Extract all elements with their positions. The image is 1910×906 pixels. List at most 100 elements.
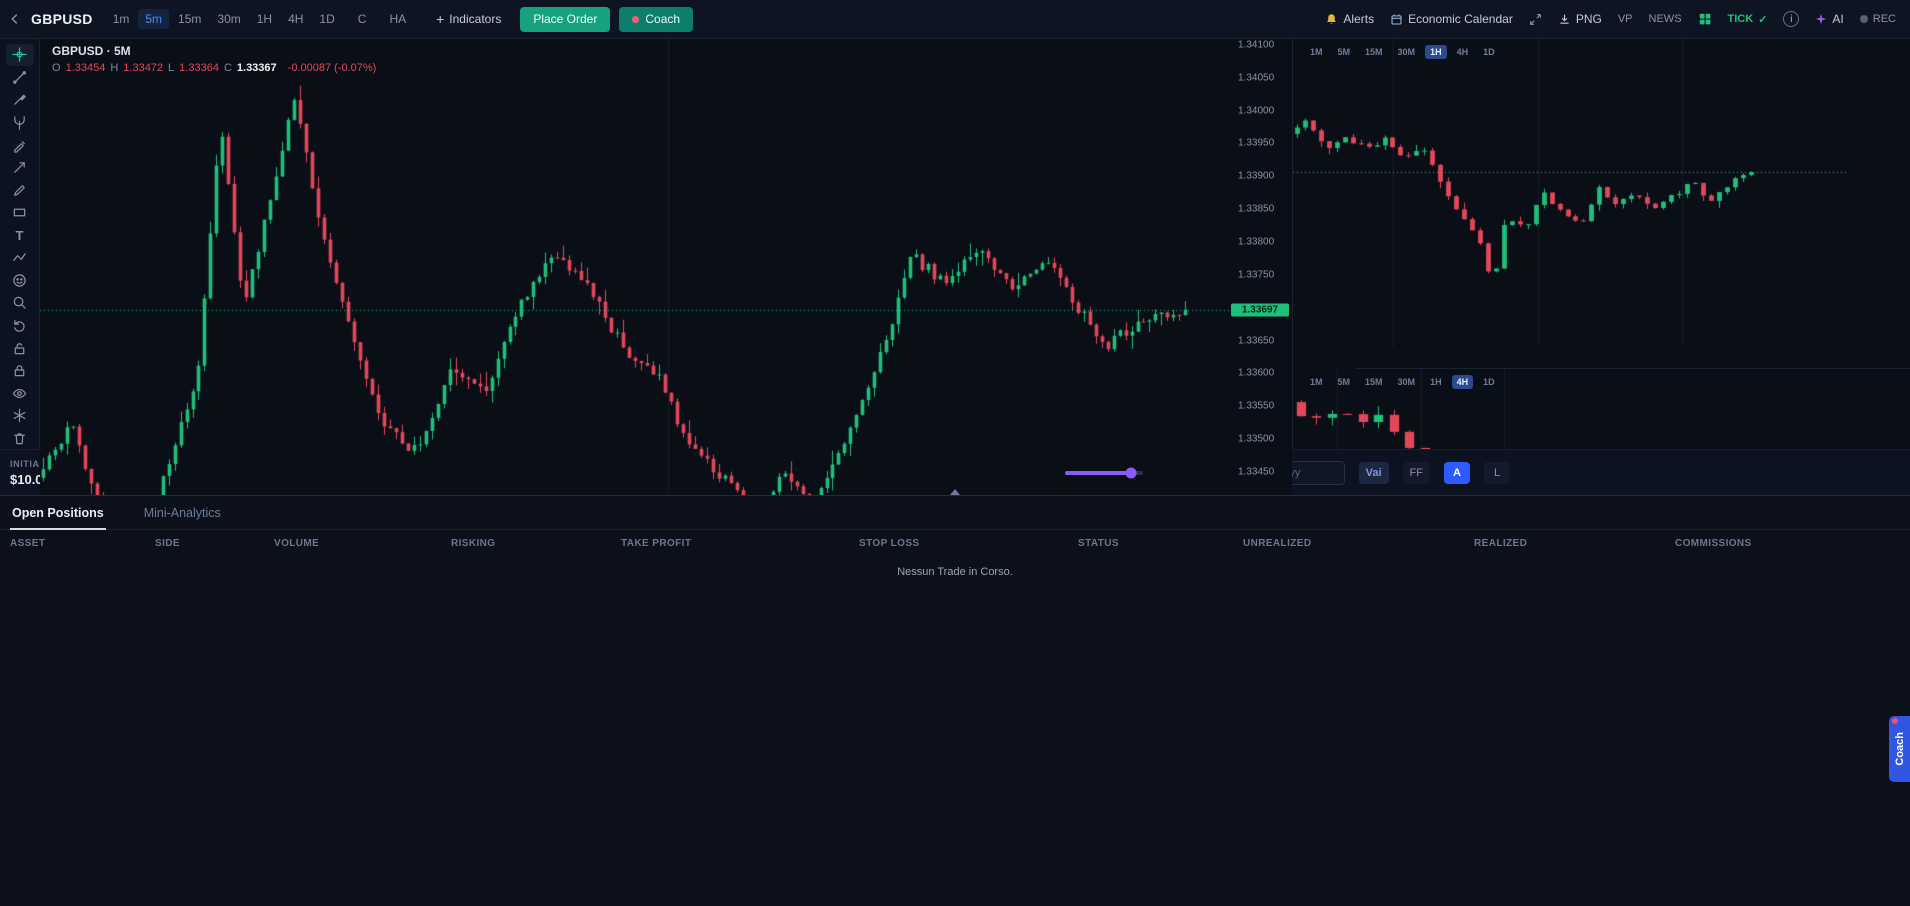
place-order-button[interactable]: Place Order	[520, 6, 611, 32]
timeframe-30m[interactable]: 30m	[210, 9, 247, 29]
emoji-icon[interactable]	[6, 270, 34, 292]
economic-calendar-button[interactable]: Economic Calendar	[1390, 12, 1513, 26]
trash-icon[interactable]	[6, 428, 34, 450]
lock-icon[interactable]	[6, 360, 34, 382]
ohlc-readout: O 1.33454 H 1.33472 L 1.33364 C 1.33367 …	[52, 62, 376, 74]
snowflake-icon[interactable]	[6, 405, 34, 427]
manual-mode-button[interactable]: L	[1484, 461, 1510, 484]
pencil-icon[interactable]	[6, 179, 34, 201]
news-button[interactable]: NEWS	[1648, 13, 1682, 25]
mini-chart-1h[interactable]	[1293, 39, 1849, 347]
back-button[interactable]	[8, 12, 22, 26]
pitchfork-icon[interactable]	[6, 112, 34, 134]
mini1-timeframe-5m[interactable]: 5M	[1333, 45, 1356, 59]
price-tick: 1.33600	[1238, 367, 1275, 379]
positions-tabs: Open Positions Mini-Analytics	[0, 496, 1910, 530]
price-tick: 1.33900	[1238, 170, 1275, 182]
alerts-label: Alerts	[1343, 12, 1375, 26]
timeframe-1D[interactable]: 1D	[312, 9, 341, 29]
mini2-timeframe-1m[interactable]: 1M	[1305, 375, 1328, 389]
mini2-timeframe-5m[interactable]: 5M	[1333, 375, 1356, 389]
coach-button[interactable]: Coach	[619, 6, 694, 32]
price-tick: 1.33750	[1238, 269, 1275, 281]
go-button[interactable]: Vai	[1358, 461, 1389, 484]
open-key: O	[52, 62, 61, 74]
drawing-toolbar: T	[0, 39, 40, 449]
mini1-timeframe-4h[interactable]: 4H	[1452, 45, 1474, 59]
empty-state-message: Nessun Trade in Corso.	[897, 566, 1013, 578]
tick-toggle-button[interactable]: TICK ✓	[1728, 13, 1768, 26]
chart-type-candles[interactable]: C	[351, 9, 374, 29]
mini2-timeframe-4h[interactable]: 4H	[1451, 375, 1474, 389]
tab-mini-analytics[interactable]: Mini-Analytics	[142, 496, 223, 529]
price-tick: 1.34000	[1238, 105, 1275, 117]
mini2-timeframe-1d[interactable]: 1D	[1478, 375, 1500, 389]
grid-icon	[1699, 13, 1710, 25]
plus-icon: +	[436, 11, 445, 27]
timeframe-1H[interactable]: 1H	[250, 9, 279, 29]
timeframe-1m[interactable]: 1m	[106, 9, 137, 29]
column-header: STATUS	[1078, 537, 1119, 549]
mini1-timeframe-1d[interactable]: 1D	[1478, 45, 1500, 59]
chart-type-heikin-ashi[interactable]: HA	[382, 9, 413, 29]
indicators-label: Indicators	[449, 12, 502, 26]
layout-grid-button[interactable]	[1698, 12, 1712, 26]
unlock-icon[interactable]	[6, 337, 34, 359]
low-value: 1.33364	[179, 62, 219, 74]
ai-label: AI	[1832, 12, 1844, 26]
mini1-timeframe-15m[interactable]: 15M	[1360, 45, 1388, 59]
fullscreen-button[interactable]	[1529, 13, 1542, 26]
crosshair-icon[interactable]	[5, 44, 34, 66]
pattern-icon[interactable]	[6, 247, 34, 269]
tab-open-positions[interactable]: Open Positions	[10, 496, 106, 530]
png-export-button[interactable]: PNG	[1558, 12, 1602, 26]
arrow-icon[interactable]	[6, 157, 34, 179]
alerts-button[interactable]: Alerts	[1325, 12, 1374, 26]
mini1-timeframe-30m[interactable]: 30M	[1393, 45, 1421, 59]
brush-icon[interactable]	[6, 89, 34, 111]
vp-button[interactable]: VP	[1617, 13, 1633, 25]
mini1-timeframe-1h[interactable]: 1H	[1425, 45, 1447, 59]
mini2-timeframe-1h[interactable]: 1H	[1425, 375, 1447, 389]
mini2-timeframe-30m[interactable]: 30M	[1393, 375, 1421, 389]
marker-icon[interactable]	[6, 134, 34, 156]
mini-chart-4h[interactable]	[1293, 369, 1849, 449]
rec-button[interactable]: REC	[1859, 13, 1896, 25]
trend-line-icon[interactable]	[6, 67, 34, 89]
timeframe-5m[interactable]: 5m	[138, 9, 170, 29]
economic-calendar-label: Economic Calendar	[1408, 12, 1513, 26]
auto-mode-button[interactable]: A	[1444, 461, 1470, 484]
positions-panel: Open Positions Mini-Analytics ASSET SIDE VO…	[0, 489, 1910, 906]
download-icon	[1560, 14, 1569, 24]
coach-dot-icon	[632, 15, 640, 23]
coach-label: Coach	[645, 12, 681, 26]
rec-label: REC	[1872, 13, 1896, 25]
column-header: TAKE PROFIT	[621, 537, 692, 549]
ai-button[interactable]: AI	[1815, 12, 1844, 26]
change-value: -0.00087 (-0.07%)	[287, 62, 377, 74]
mini2-timeframe-15m[interactable]: 15M	[1360, 375, 1388, 389]
check-icon: ✓	[1758, 13, 1768, 26]
bell-icon	[1327, 13, 1337, 24]
timeframe-4H[interactable]: 4H	[281, 9, 310, 29]
rectangle-icon[interactable]	[6, 202, 34, 224]
speed-slider[interactable]	[1064, 467, 1143, 478]
timeframe-15m[interactable]: 15m	[171, 9, 208, 29]
mini1-timeframe-1m[interactable]: 1M	[1305, 45, 1328, 59]
info-button[interactable]: i	[1783, 11, 1800, 27]
collapse-panel-button[interactable]	[950, 489, 960, 495]
price-tick: 1.33950	[1238, 137, 1275, 149]
column-header: VOLUME	[274, 537, 320, 549]
ff-mode-button[interactable]: FF	[1402, 461, 1430, 484]
undo-icon[interactable]	[6, 315, 34, 337]
eye-icon[interactable]	[6, 382, 34, 404]
zoom-icon[interactable]	[6, 292, 34, 314]
price-tick: 1.33650	[1238, 335, 1275, 347]
coach-fab-button[interactable]: Coach	[1889, 716, 1910, 782]
slider-knob[interactable]	[1125, 467, 1137, 478]
calendar-icon	[1391, 13, 1402, 24]
indicators-button[interactable]: + Indicators	[436, 11, 501, 27]
text-icon[interactable]: T	[6, 225, 34, 247]
